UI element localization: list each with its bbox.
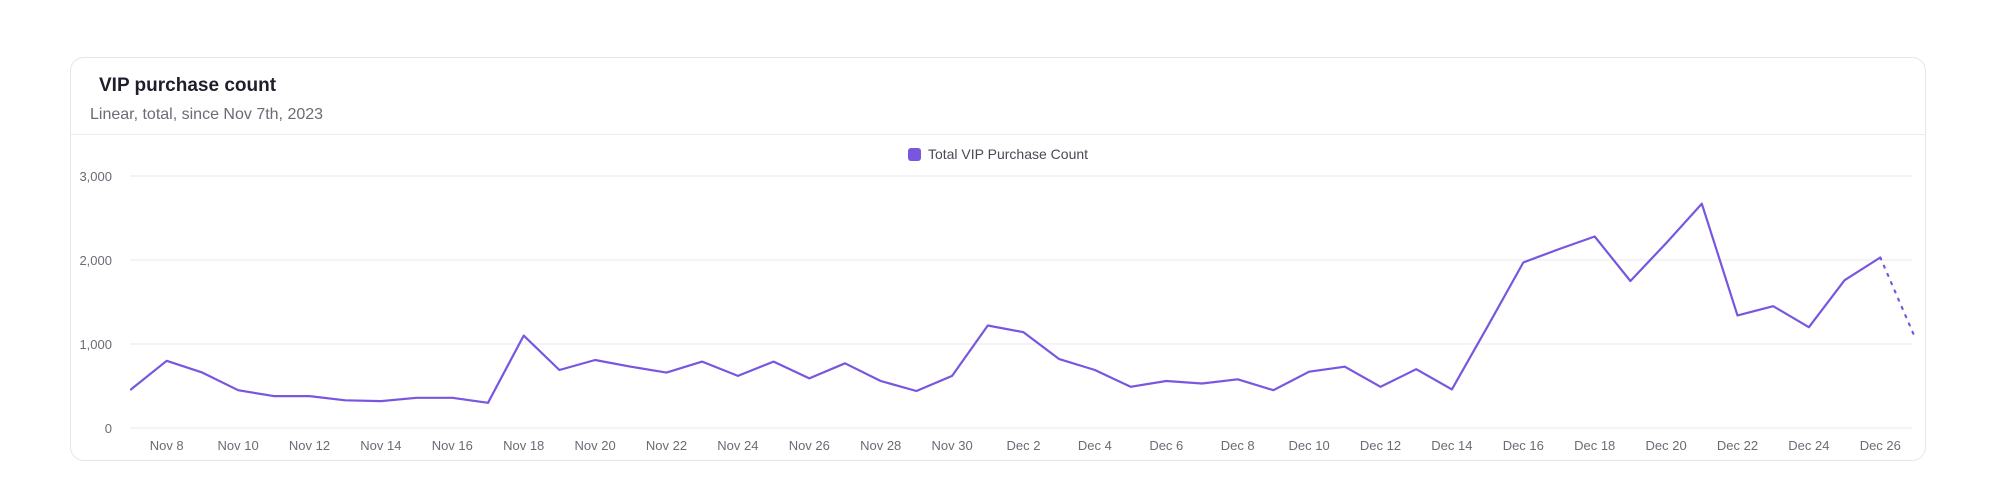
x-tick-label: Dec 6 (1149, 438, 1183, 453)
data-point (985, 323, 991, 329)
x-tick-label: Nov 18 (503, 438, 544, 453)
x-tick-label: Dec 4 (1078, 438, 1112, 453)
data-point (735, 373, 741, 379)
data-point (878, 378, 884, 384)
data-point (449, 395, 455, 401)
x-tick-label: Nov 16 (432, 438, 473, 453)
x-tick-label: Dec 8 (1221, 438, 1255, 453)
data-point (521, 333, 527, 339)
data-point (1199, 380, 1205, 386)
data-point (771, 359, 777, 365)
data-point (342, 397, 348, 403)
data-point (1592, 233, 1598, 239)
x-tick-label: Nov 12 (289, 438, 330, 453)
x-tick-label: Nov 22 (646, 438, 687, 453)
x-tick-label: Dec 26 (1860, 438, 1901, 453)
data-point (1699, 201, 1705, 207)
data-point (485, 400, 491, 406)
x-tick-label: Nov 20 (574, 438, 615, 453)
data-point (556, 367, 562, 373)
data-point (1342, 364, 1348, 370)
x-tick-label: Nov 8 (150, 438, 184, 453)
data-point (1270, 387, 1276, 393)
series-line (129, 202, 1882, 404)
series-partial-segment (1879, 256, 1918, 341)
data-point (414, 395, 420, 401)
data-point (1842, 277, 1848, 283)
x-tick-label: Nov 26 (789, 438, 830, 453)
legend: Total VIP Purchase Count (71, 146, 1925, 164)
legend-label: Total VIP Purchase Count (927, 146, 1089, 162)
data-point (806, 375, 812, 381)
data-point (628, 364, 634, 370)
data-point (199, 370, 205, 376)
data-point (1128, 384, 1134, 390)
data-point (1378, 384, 1384, 390)
x-tick-label: Nov 14 (360, 438, 401, 453)
data-point (1913, 337, 1919, 343)
divider (71, 134, 1925, 135)
data-point (1806, 324, 1812, 330)
x-tick-label: Dec 24 (1788, 438, 1829, 453)
data-point (1413, 366, 1419, 372)
y-tick-label: 1,000 (79, 337, 112, 352)
data-point (235, 387, 241, 393)
data-point (1485, 323, 1491, 329)
x-tick-label: Dec 16 (1503, 438, 1544, 453)
data-point (949, 373, 955, 379)
data-point (913, 388, 919, 394)
x-tick-label: Dec 12 (1360, 438, 1401, 453)
chart-title: VIP purchase count (99, 75, 277, 96)
data-point (842, 360, 848, 366)
chart-subtitle: Linear, total, since Nov 7th, 2023 (90, 106, 324, 123)
x-tick-label: Dec 14 (1431, 438, 1472, 453)
x-tick-label: Nov 24 (717, 438, 758, 453)
data-point (307, 393, 313, 399)
legend-swatch (907, 147, 921, 161)
data-point (1056, 356, 1062, 362)
data-point (664, 370, 670, 376)
x-tick-label: Dec 20 (1645, 438, 1686, 453)
y-tick-label: 3,000 (79, 169, 112, 184)
x-tick-label: Dec 2 (1007, 438, 1041, 453)
data-point (699, 359, 705, 365)
data-point (1449, 386, 1455, 392)
data-point (1663, 240, 1669, 246)
legend-item[interactable]: Total VIP Purchase Count (907, 146, 1089, 162)
y-tick-label: 0 (105, 421, 112, 436)
x-tick-label: Nov 28 (860, 438, 901, 453)
data-point (128, 386, 134, 392)
x-tick-label: Dec 18 (1574, 438, 1615, 453)
x-tick-label: Nov 10 (217, 438, 258, 453)
chart-card: VIP purchase count Linear, total, since … (70, 57, 1926, 461)
data-point (271, 393, 277, 399)
data-point (1556, 246, 1562, 252)
data-point (1235, 376, 1241, 382)
data-point (1163, 378, 1169, 384)
x-tick-label: Nov 30 (931, 438, 972, 453)
data-point (1021, 329, 1027, 335)
x-tick-label: Dec 22 (1717, 438, 1758, 453)
data-point (378, 398, 384, 404)
y-tick-label: 2,000 (79, 253, 112, 268)
data-point (1520, 260, 1526, 266)
data-point (1306, 369, 1312, 375)
data-point (1735, 312, 1741, 318)
data-point (1877, 254, 1883, 260)
data-point (592, 357, 598, 363)
data-point (1092, 367, 1098, 373)
data-point (164, 358, 170, 364)
data-point (1770, 303, 1776, 309)
data-point (1627, 278, 1633, 284)
x-tick-label: Dec 10 (1288, 438, 1329, 453)
